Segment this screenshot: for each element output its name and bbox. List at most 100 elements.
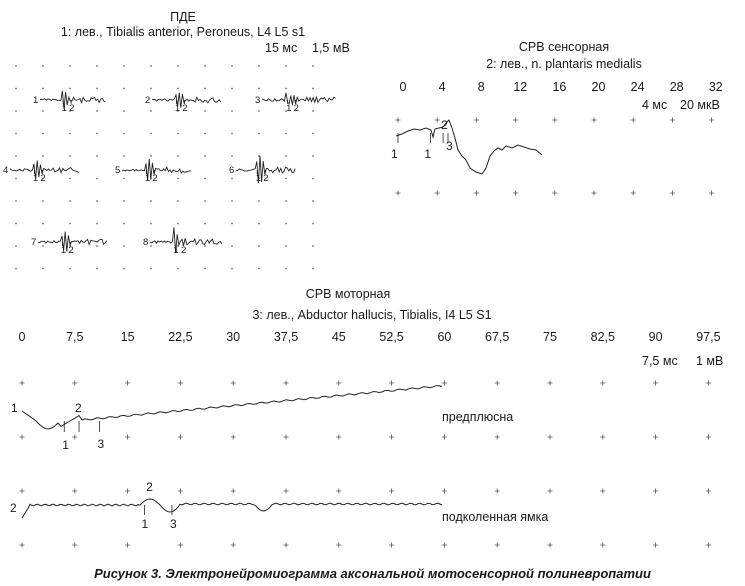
mup-marker: 2	[182, 103, 187, 114]
motor-x-tick: 7,5	[66, 330, 84, 344]
cmap-marker: 2	[10, 501, 17, 515]
grid-mark	[231, 200, 233, 202]
grid-mark	[125, 434, 131, 440]
grid-mark	[336, 380, 342, 386]
grid-mark	[72, 380, 78, 386]
mup-number: 7	[31, 237, 36, 248]
grid-mark	[204, 87, 206, 90]
grid-mark	[285, 177, 287, 180]
grid-mark	[96, 267, 98, 270]
grid-mark	[552, 190, 558, 196]
grid-mark	[600, 488, 606, 494]
grid-mark	[177, 200, 179, 202]
grid-mark	[547, 380, 553, 386]
grid-mark	[283, 542, 289, 548]
grid-mark	[177, 267, 179, 270]
grid-mark	[705, 434, 711, 440]
mup-marker: 1	[33, 173, 38, 184]
mup-marker: 1	[175, 103, 180, 114]
grid-mark	[705, 380, 711, 386]
grid-mark	[231, 267, 233, 270]
motor-x-tick: 37,5	[273, 330, 299, 344]
sensory-x-tick: 8	[477, 80, 485, 94]
grid-mark	[177, 155, 179, 157]
grid-mark	[177, 65, 179, 67]
grid-mark	[494, 542, 500, 548]
motor-x-tick: 75	[543, 330, 557, 344]
grid-mark	[312, 200, 314, 202]
mup-waveform	[151, 92, 222, 108]
pde-traces: 11 221 231 241 251 261 271 281 2	[3, 90, 336, 256]
pde-title: ПДЕ	[170, 10, 196, 24]
mup-waveform	[149, 227, 223, 254]
sensory-x-tick: 24	[630, 80, 645, 94]
grid-mark	[494, 380, 500, 386]
mup-marker: 2	[68, 245, 73, 256]
motor-x-tick: 0	[18, 330, 26, 344]
motor-unit-potential: 6 1 2	[229, 155, 296, 184]
motor-x-tick: 60	[437, 330, 452, 344]
grid-mark	[591, 117, 597, 123]
grid-mark	[15, 200, 17, 202]
grid-mark	[177, 434, 183, 440]
grid-mark	[547, 488, 553, 494]
grid-mark	[15, 132, 17, 135]
grid-mark	[285, 222, 287, 225]
grid-mark	[494, 434, 500, 440]
grid-mark	[150, 87, 152, 90]
pde-scale-time: 15 мс	[265, 41, 298, 55]
grid-mark	[72, 488, 78, 494]
grid-mark	[96, 245, 98, 247]
mup-marker: 1	[256, 173, 261, 184]
grid-mark	[42, 87, 44, 90]
grid-mark	[600, 434, 606, 440]
grid-mark	[395, 190, 401, 196]
grid-mark	[230, 380, 236, 386]
sensory-x-tick: 12	[513, 80, 528, 94]
grid-mark	[389, 380, 395, 386]
sensory-x-tick: 20	[591, 80, 606, 94]
motor-x-tick: 90	[648, 330, 663, 344]
grid-mark	[441, 488, 447, 494]
grid-mark	[15, 65, 17, 67]
mup-marker: 2	[294, 103, 299, 114]
mup-marker-line	[256, 170, 266, 174]
grid-mark	[230, 542, 236, 548]
sensory-scale-amp: 20 мкВ	[680, 98, 720, 112]
grid-mark	[258, 267, 260, 270]
grid-mark	[285, 132, 287, 135]
grid-mark	[42, 200, 44, 202]
grid-mark	[630, 190, 636, 196]
mup-marker-line	[146, 170, 155, 174]
grid-mark	[72, 434, 78, 440]
grid-mark	[600, 542, 606, 548]
mup-marker: 1	[286, 103, 291, 114]
grid-mark	[96, 110, 98, 112]
mup-marker: 2	[181, 245, 186, 256]
grid-mark	[473, 117, 479, 123]
cmap-marker: 1	[62, 438, 69, 452]
cmap-marker: 3	[97, 437, 104, 451]
grid-mark	[258, 200, 260, 202]
grid-mark	[204, 132, 206, 135]
motor-x-tick: 30	[226, 330, 241, 344]
grid-mark	[177, 488, 183, 494]
grid-mark	[150, 132, 152, 135]
motor-traces: 1 1 2 3 2 1 2 3	[10, 385, 443, 531]
motor-scale-time: 7,5 мс	[642, 354, 678, 368]
grid-mark	[285, 245, 287, 247]
sensory-subtitle: 2: лев., n. plantaris medialis	[486, 57, 642, 71]
grid-mark	[231, 110, 233, 112]
grid-mark	[312, 267, 314, 270]
grid-mark	[123, 132, 125, 135]
grid-mark	[231, 65, 233, 67]
grid-mark	[204, 200, 206, 202]
pde-grid	[15, 65, 314, 270]
mup-marker: 2	[263, 173, 268, 184]
grid-mark	[177, 110, 179, 112]
motor-unit-potential: 21 2	[145, 92, 222, 114]
snap-marker: 3	[446, 139, 453, 153]
cmap-marker: 3	[170, 517, 177, 531]
grid-mark	[177, 87, 179, 90]
grid-mark	[42, 267, 44, 270]
